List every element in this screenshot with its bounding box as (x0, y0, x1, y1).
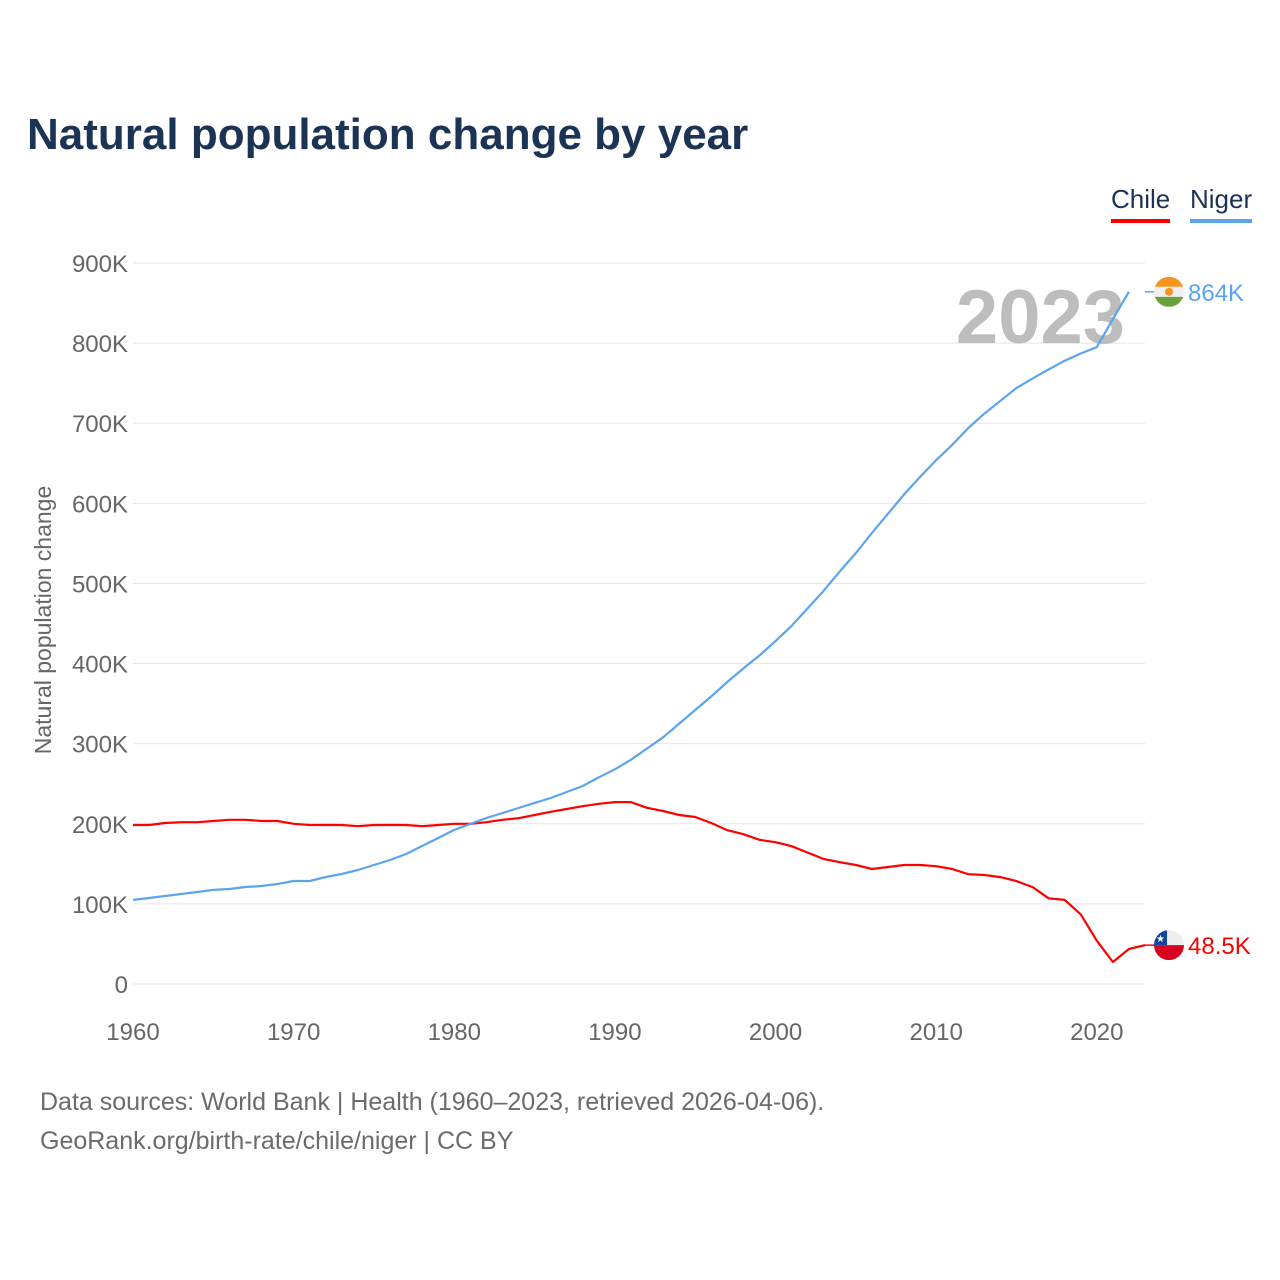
y-tick-label: 600K (72, 491, 128, 518)
end-value-label-niger: 864K (1188, 280, 1244, 307)
x-tick-label: 1970 (267, 1019, 320, 1046)
svg-text:★: ★ (1156, 934, 1165, 945)
y-tick-label: 700K (72, 411, 128, 438)
line-chart: 0 100K 200K 300K 400K 500K 600K 700K 800K 900K 196… (30, 251, 1251, 1046)
legend-item-niger[interactable]: Niger (1190, 184, 1253, 223)
y-tick-label: 200K (72, 812, 128, 839)
x-tick-label: 2000 (749, 1019, 802, 1046)
chart-title: Natural population change by year (27, 110, 749, 159)
x-tick-label: 1980 (428, 1019, 481, 1046)
year-label: 2023 (956, 275, 1125, 360)
y-axis-label: Natural population change (30, 486, 56, 755)
data-sources: Data sources: World Bank | Health (1960–… (40, 1088, 825, 1116)
niger-flag-icon (1154, 276, 1184, 307)
y-tick-label: 300K (72, 732, 128, 759)
x-tick-label: 2010 (909, 1019, 962, 1046)
y-tick-label: 800K (72, 331, 128, 358)
y-tick-label: 100K (72, 892, 128, 919)
y-tick-label: 400K (72, 652, 128, 679)
y-tick-label: 900K (72, 251, 128, 278)
chile-flag-icon: ★ (1154, 930, 1184, 961)
y-tick-label: 500K (72, 571, 128, 598)
series-line-niger (132, 291, 1130, 901)
legend-item-chile[interactable]: Chile (1111, 184, 1171, 223)
x-tick-label: 2020 (1070, 1019, 1123, 1046)
x-tick-label: 1960 (106, 1019, 159, 1046)
y-tick-label: 0 (115, 972, 128, 999)
end-value-label-chile: 48.5K (1188, 933, 1251, 960)
x-tick-label: 1990 (588, 1019, 641, 1046)
series-line-chile (133, 800, 1146, 964)
credit-link[interactable]: GeoRank.org/birth-rate/chile/niger | CC … (40, 1127, 514, 1155)
